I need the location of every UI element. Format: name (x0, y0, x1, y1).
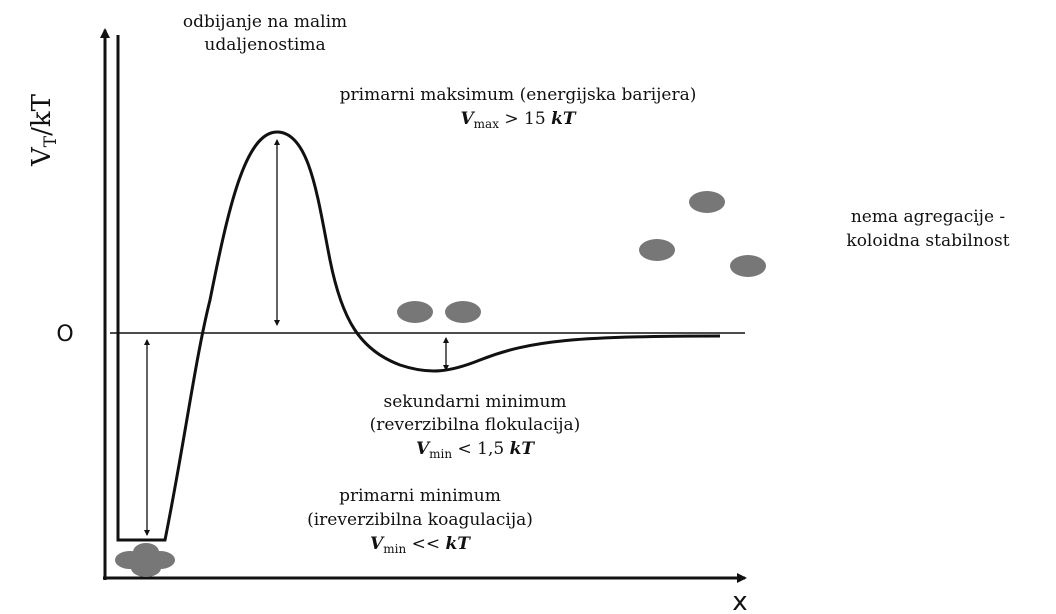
text-part: kT (551, 109, 577, 129)
label: (reverzibilna flokulacija) (370, 415, 581, 435)
text-part: min (383, 542, 406, 556)
label: Vmin < 1,5 kT (416, 439, 535, 461)
label: sekundarni minimum (383, 392, 566, 412)
text-part: max (474, 117, 500, 131)
diagram: odbijanje na malim udaljenostima VT/kT x… (0, 0, 1056, 614)
text-part: kT (446, 534, 472, 554)
text-part: < 1,5 (452, 439, 510, 459)
label: primarni minimum (339, 486, 501, 506)
text-part: T (41, 135, 61, 147)
label: Vmin << kT (370, 534, 471, 556)
text-part: /kT (27, 93, 57, 136)
label: Vmax > 15 kT (460, 109, 576, 131)
text-part: > 15 (499, 109, 551, 129)
label: primarni maksimum (energijska barijera) (340, 85, 697, 105)
label: udaljenostima (204, 35, 325, 55)
zero-label: O (56, 322, 73, 347)
text-part: kT (510, 439, 536, 459)
x-axis-label: x (732, 587, 747, 614)
potential-curve (118, 35, 720, 540)
y-axis-label: VT/kT (27, 93, 61, 167)
label: (ireverzibilna koagulacija) (307, 510, 533, 530)
label: koloidna stabilnost (846, 231, 1009, 251)
text-part: V (27, 146, 57, 167)
label: odbijanje na malim (183, 12, 347, 32)
text-part: min (429, 447, 452, 461)
text-part: << (406, 534, 445, 554)
label: nema agregacije - (851, 207, 1005, 227)
